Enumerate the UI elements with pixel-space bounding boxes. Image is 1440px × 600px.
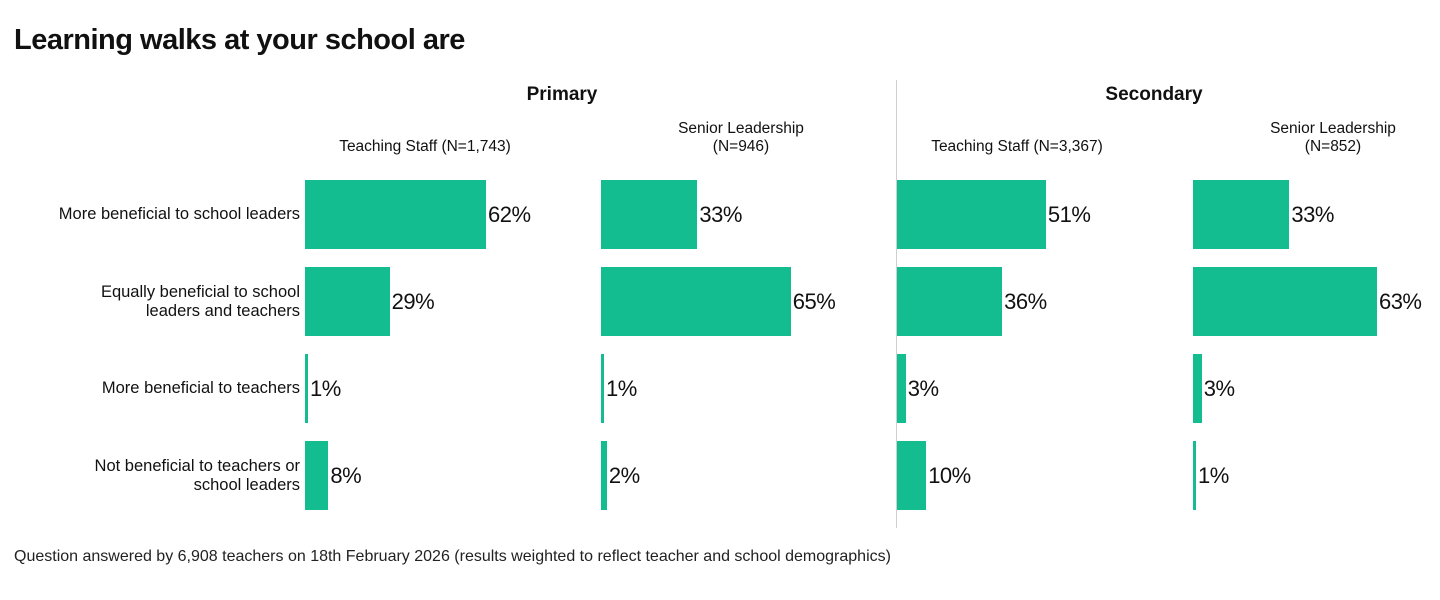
bar xyxy=(305,441,329,510)
panel-title: Senior Leadership (N=946) xyxy=(611,120,871,156)
bar-value-label: 3% xyxy=(1203,376,1235,401)
bar xyxy=(601,180,698,249)
group-title-primary: Primary xyxy=(526,84,598,105)
bar-value-label: 33% xyxy=(1291,202,1334,227)
bar xyxy=(897,441,927,510)
category-label: More beneficial to teachers xyxy=(102,379,300,398)
category-label-line: leaders and teachers xyxy=(145,301,300,320)
bar-value-label: 10% xyxy=(928,463,971,488)
panel-title-line: (N=852) xyxy=(1304,138,1362,155)
group-divider xyxy=(896,80,897,528)
bar-value-label: 3% xyxy=(907,376,939,401)
category-label: Equally beneficial to school leaders and … xyxy=(101,283,300,321)
bar xyxy=(305,354,308,423)
group-title-secondary: Secondary xyxy=(1105,84,1203,105)
bar xyxy=(897,180,1046,249)
category-label-line: school leaders xyxy=(193,475,300,494)
bar xyxy=(897,354,906,423)
bar xyxy=(1193,354,1202,423)
bar xyxy=(1193,180,1290,249)
bar-value-label: 36% xyxy=(1004,289,1047,314)
bar xyxy=(1193,441,1196,510)
bar xyxy=(305,267,390,336)
bar-value-label: 65% xyxy=(792,289,836,314)
bar xyxy=(601,354,604,423)
bar-value-label: 1% xyxy=(310,376,341,401)
panel-title: Teaching Staff (N=1,743) xyxy=(295,138,555,156)
bar-value-label: 1% xyxy=(1198,463,1229,488)
bar xyxy=(305,180,487,249)
category-label-line: Equally beneficial to school xyxy=(100,282,300,301)
panel-title-line: Senior Leadership xyxy=(678,120,804,137)
bar-value-label: 1% xyxy=(606,376,637,401)
bar-value-label: 33% xyxy=(699,202,742,227)
bar-value-label: 8% xyxy=(330,463,362,488)
bar-value-label: 2% xyxy=(608,463,640,488)
category-label-line: Not beneficial to teachers or xyxy=(94,456,300,475)
bar xyxy=(897,267,1003,336)
category-label: More beneficial to school leaders xyxy=(59,205,300,224)
bar xyxy=(601,441,607,510)
bar xyxy=(1193,267,1377,336)
category-label-line: More beneficial to school leaders xyxy=(58,205,300,223)
panel-title-line: Senior Leadership xyxy=(1270,120,1396,137)
panel-title: Senior Leadership (N=852) xyxy=(1203,120,1440,156)
bar-value-label: 29% xyxy=(391,289,435,314)
bar-value-label: 62% xyxy=(488,202,531,227)
panel-title-line: (N=946) xyxy=(712,138,770,155)
category-label-line: More beneficial to teachers xyxy=(101,379,300,397)
footnote: Question answered by 6,908 teachers on 1… xyxy=(14,548,891,565)
panel-title-line: Teaching Staff (N=1,743) xyxy=(339,138,511,155)
chart-title: Learning walks at your school are xyxy=(14,24,465,56)
bar-value-label: 63% xyxy=(1378,289,1422,314)
bar-value-label: 51% xyxy=(1047,202,1091,227)
category-label: Not beneficial to teachers or school lead… xyxy=(95,457,300,495)
panel-title: Teaching Staff (N=3,367) xyxy=(887,138,1147,156)
panel-title-line: Teaching Staff (N=3,367) xyxy=(931,138,1103,155)
bar xyxy=(601,267,791,336)
